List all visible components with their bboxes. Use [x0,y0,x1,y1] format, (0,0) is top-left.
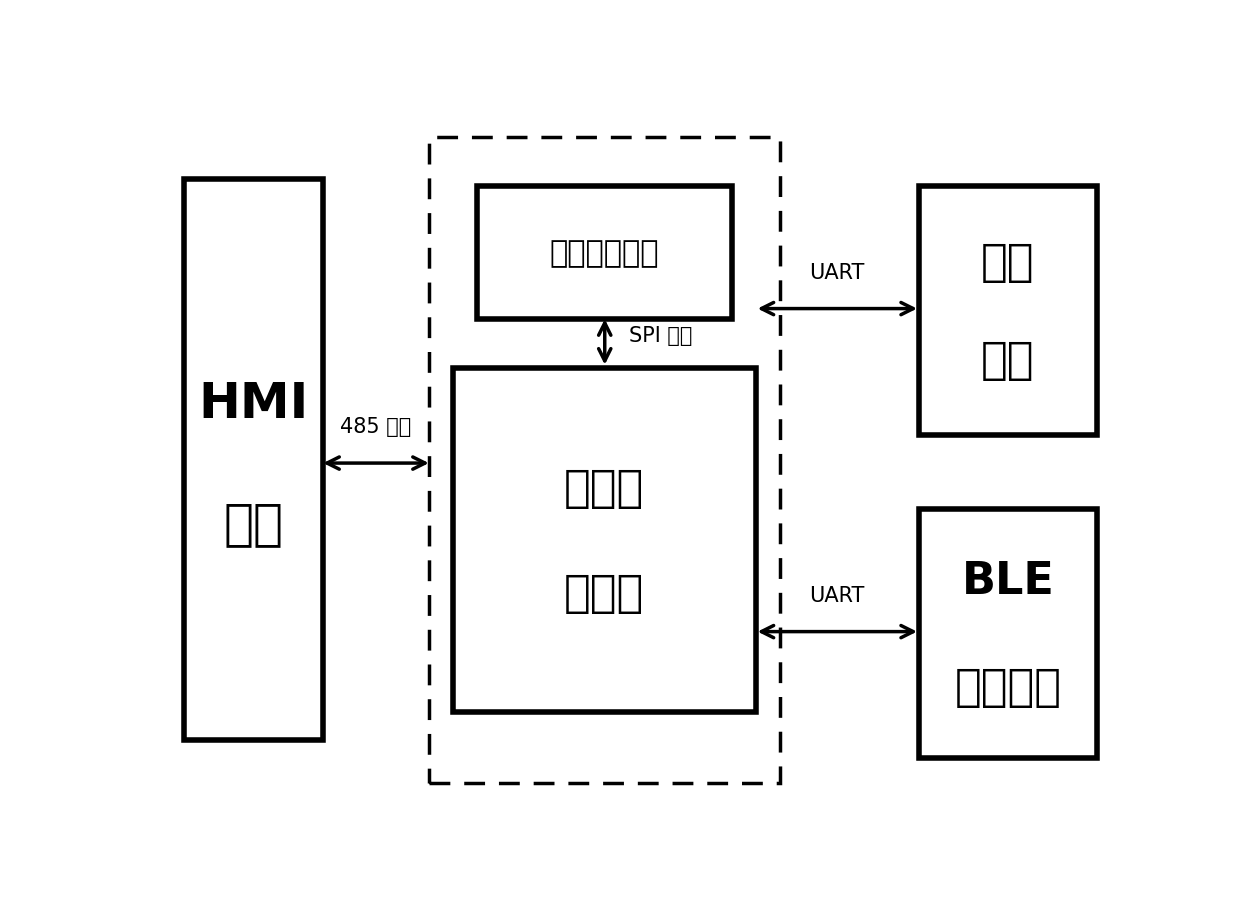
Bar [919,187,1096,435]
Text: 辑模块: 辑模块 [564,572,645,615]
Text: UART: UART [810,262,866,282]
Text: 模块: 模块 [223,499,284,548]
Bar [453,369,755,712]
Text: BLE: BLE [961,559,1054,602]
Text: 传输: 传输 [981,241,1034,283]
Text: 485 总线: 485 总线 [341,417,412,437]
Text: 业务逻: 业务逻 [564,466,645,509]
Bar [919,509,1096,758]
Text: HMI: HMI [198,380,309,428]
Text: 安全加密模块: 安全加密模块 [549,239,658,268]
Bar [429,138,780,783]
Text: 模块: 模块 [981,339,1034,382]
Bar [477,187,732,320]
Bar [184,179,324,741]
Text: SPI 总线: SPI 总线 [629,325,692,345]
Text: UART: UART [810,585,866,605]
Text: 通讯模块: 通讯模块 [955,665,1061,708]
